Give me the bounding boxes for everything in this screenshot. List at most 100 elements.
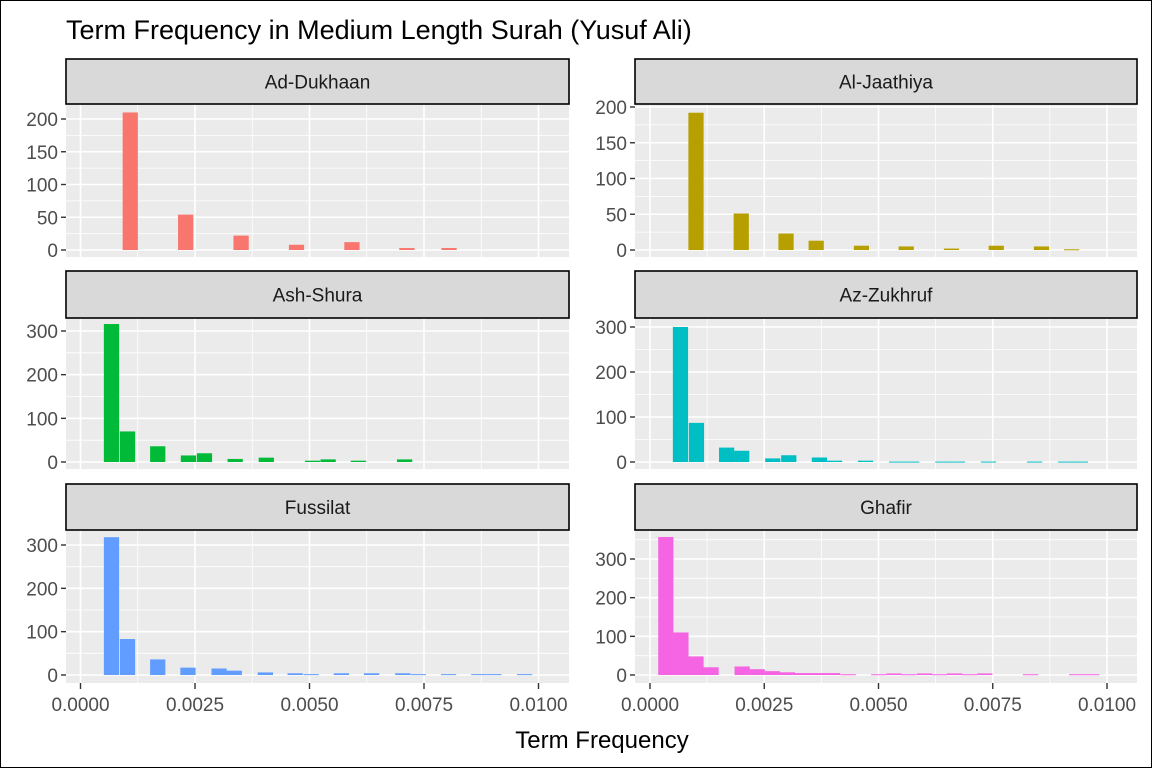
- histogram-bar: [396, 459, 413, 462]
- panel-background: [635, 104, 1137, 257]
- histogram-bar: [1069, 674, 1085, 676]
- facet-strip-label: Ash-Shura: [273, 286, 363, 307]
- histogram-bar: [333, 673, 350, 675]
- histogram-bar: [781, 455, 797, 462]
- histogram-bar: [673, 632, 689, 675]
- histogram-bar: [962, 674, 978, 676]
- x-tick-label: 0.0025: [166, 695, 224, 716]
- facet-panel-ghafir: 0 100 200 300 Ghafir 0.0000 0.0025 0.0050 0.0075…: [595, 483, 1138, 716]
- histogram-bar: [287, 673, 303, 675]
- histogram-bar: [734, 666, 750, 675]
- histogram-bar: [808, 240, 824, 250]
- histogram-bar: [778, 233, 794, 250]
- histogram-bar: [119, 431, 136, 462]
- histogram-bar: [703, 667, 719, 675]
- facet-strip: [65, 58, 570, 105]
- histogram-bar: [857, 460, 874, 462]
- histogram-bar: [1033, 246, 1050, 250]
- panel-background: [635, 530, 1137, 683]
- histogram-bar: [227, 458, 243, 462]
- histogram-bar: [734, 450, 750, 462]
- x-axis-title: Term Frequency: [515, 727, 688, 754]
- histogram-bar: [344, 242, 360, 250]
- facet-strip: [634, 483, 1138, 531]
- histogram-bar: [1027, 461, 1043, 463]
- panel-background: [635, 318, 1137, 469]
- histogram-bar: [765, 458, 781, 462]
- histogram-bar: [258, 457, 274, 462]
- y-tick-label: 100: [26, 623, 58, 644]
- histogram-bar: [1022, 674, 1039, 676]
- histogram-bar: [471, 674, 487, 676]
- facet-strip-label: Fussilat: [285, 498, 351, 519]
- facet-strip: [634, 270, 1138, 319]
- histogram-bar: [395, 673, 411, 675]
- facet-strip-label: Ghafir: [860, 498, 912, 519]
- histogram-bar: [898, 246, 914, 250]
- y-tick-label: 200: [595, 589, 627, 610]
- y-tick-label: 100: [26, 409, 58, 430]
- facet-strip-label: Az-Zukhruf: [840, 286, 934, 307]
- histogram-bar: [288, 244, 305, 250]
- panel-background: [66, 318, 569, 469]
- x-tick-label: 0.0050: [849, 695, 907, 716]
- histogram-bar: [826, 460, 843, 462]
- histogram-bar: [886, 673, 902, 675]
- y-tick-label: 300: [595, 318, 627, 339]
- histogram-bar: [320, 459, 336, 462]
- histogram-bar: [931, 674, 948, 676]
- histogram-bar: [733, 213, 749, 250]
- y-tick-label: 300: [595, 550, 627, 571]
- x-tick-label: 0.0050: [280, 695, 338, 716]
- y-tick-label: 200: [26, 579, 58, 600]
- facet-strip-label: Al-Jaathiya: [839, 73, 933, 94]
- histogram-bar: [410, 674, 426, 676]
- histogram-bar: [889, 461, 905, 463]
- histogram-bar: [688, 422, 705, 462]
- histogram-bar: [988, 245, 1004, 250]
- histogram-bar: [658, 536, 674, 675]
- histogram-bar: [688, 112, 704, 250]
- y-tick-label: 0: [47, 666, 58, 687]
- histogram-bar: [871, 674, 887, 676]
- y-tick-label: 200: [26, 366, 58, 387]
- histogram-bar: [211, 668, 227, 675]
- y-tick-label: 0: [47, 453, 58, 474]
- x-tick-label: 0.0100: [509, 695, 567, 716]
- x-tick-label: 0.0000: [621, 695, 679, 716]
- y-tick-label: 100: [26, 176, 58, 197]
- histogram-bar: [764, 671, 780, 675]
- facet-panels: 0 50 100 150 200 Ad-Dukhaan 0 50 100 150 200 Al-Jaa…: [26, 58, 1138, 716]
- chart-title: Term Frequency in Medium Length Surah (Y…: [66, 15, 692, 45]
- facet-strip-label: Ad-Dukhaan: [265, 73, 371, 94]
- histogram-bar: [350, 460, 366, 462]
- facet-strip: [634, 58, 1138, 105]
- y-tick-label: 0: [47, 241, 58, 262]
- histogram-bar: [672, 327, 689, 462]
- y-tick-label: 50: [606, 205, 627, 226]
- histogram-bar: [122, 112, 138, 250]
- histogram-bar: [719, 447, 735, 462]
- histogram-bar: [178, 214, 194, 250]
- histogram-bar: [364, 673, 380, 675]
- histogram-bar: [809, 673, 826, 675]
- histogram-bar: [947, 673, 963, 675]
- histogram-bar: [233, 235, 249, 250]
- x-tick-label: 0.0000: [51, 695, 109, 716]
- histogram-bar: [516, 674, 533, 676]
- histogram-bar: [150, 446, 166, 462]
- y-tick-label: 300: [26, 536, 58, 557]
- histogram-bar: [688, 656, 704, 675]
- histogram-bar: [226, 670, 242, 675]
- histogram-bar: [441, 248, 457, 250]
- histogram-bar: [749, 669, 765, 675]
- y-tick-label: 150: [26, 143, 58, 164]
- histogram-bar: [779, 672, 796, 675]
- facet-strip: [65, 483, 570, 531]
- histogram-bar: [1058, 461, 1074, 463]
- histogram-bar: [303, 674, 319, 676]
- y-tick-label: 150: [595, 134, 627, 155]
- facet-panel-fussilat: 0 100 200 300 Fussilat 0.0000 0.0025 0.0050 0.00…: [26, 483, 570, 716]
- histogram-bar: [119, 639, 136, 675]
- histogram-bar: [180, 455, 197, 462]
